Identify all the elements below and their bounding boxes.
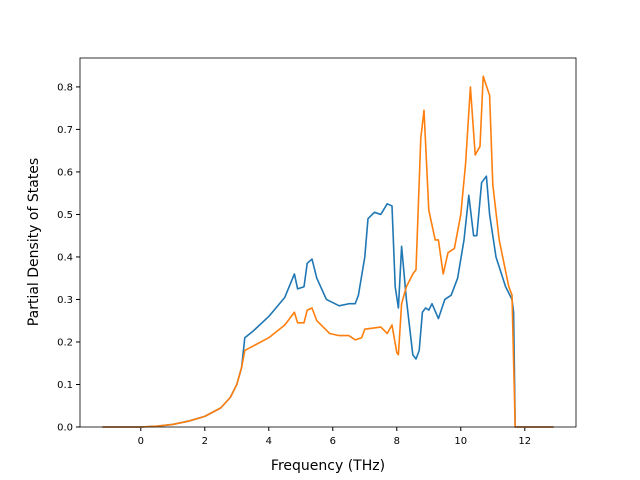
- y-tick-label: 0.1: [57, 380, 73, 391]
- y-tick-label: 0.5: [57, 210, 73, 221]
- x-tick-label: 6: [330, 436, 336, 447]
- x-axis-label: Frequency (THz): [271, 458, 385, 474]
- y-tick-label: 0.7: [57, 125, 73, 136]
- x-tick-label: 0: [138, 436, 144, 447]
- y-tick-label: 0.0: [57, 423, 73, 434]
- y-tick-label: 0.6: [57, 167, 73, 178]
- x-tick-label: 8: [394, 436, 400, 447]
- line-series: [102, 75, 554, 428]
- y-tick-label: 0.3: [57, 295, 73, 306]
- y-tick-label: 0.4: [57, 252, 73, 263]
- y-tick-label: 0.8: [57, 82, 73, 93]
- x-tick-label: 10: [454, 436, 467, 447]
- line-series: [102, 175, 554, 428]
- x-tick-label: 2: [202, 436, 208, 447]
- x-tick-label: 12: [518, 436, 531, 447]
- y-tick-label: 0.2: [57, 337, 73, 348]
- y-axis-label: Partial Density of States: [26, 158, 42, 326]
- plot-frame: [79, 57, 577, 428]
- x-tick-label: 4: [266, 436, 272, 447]
